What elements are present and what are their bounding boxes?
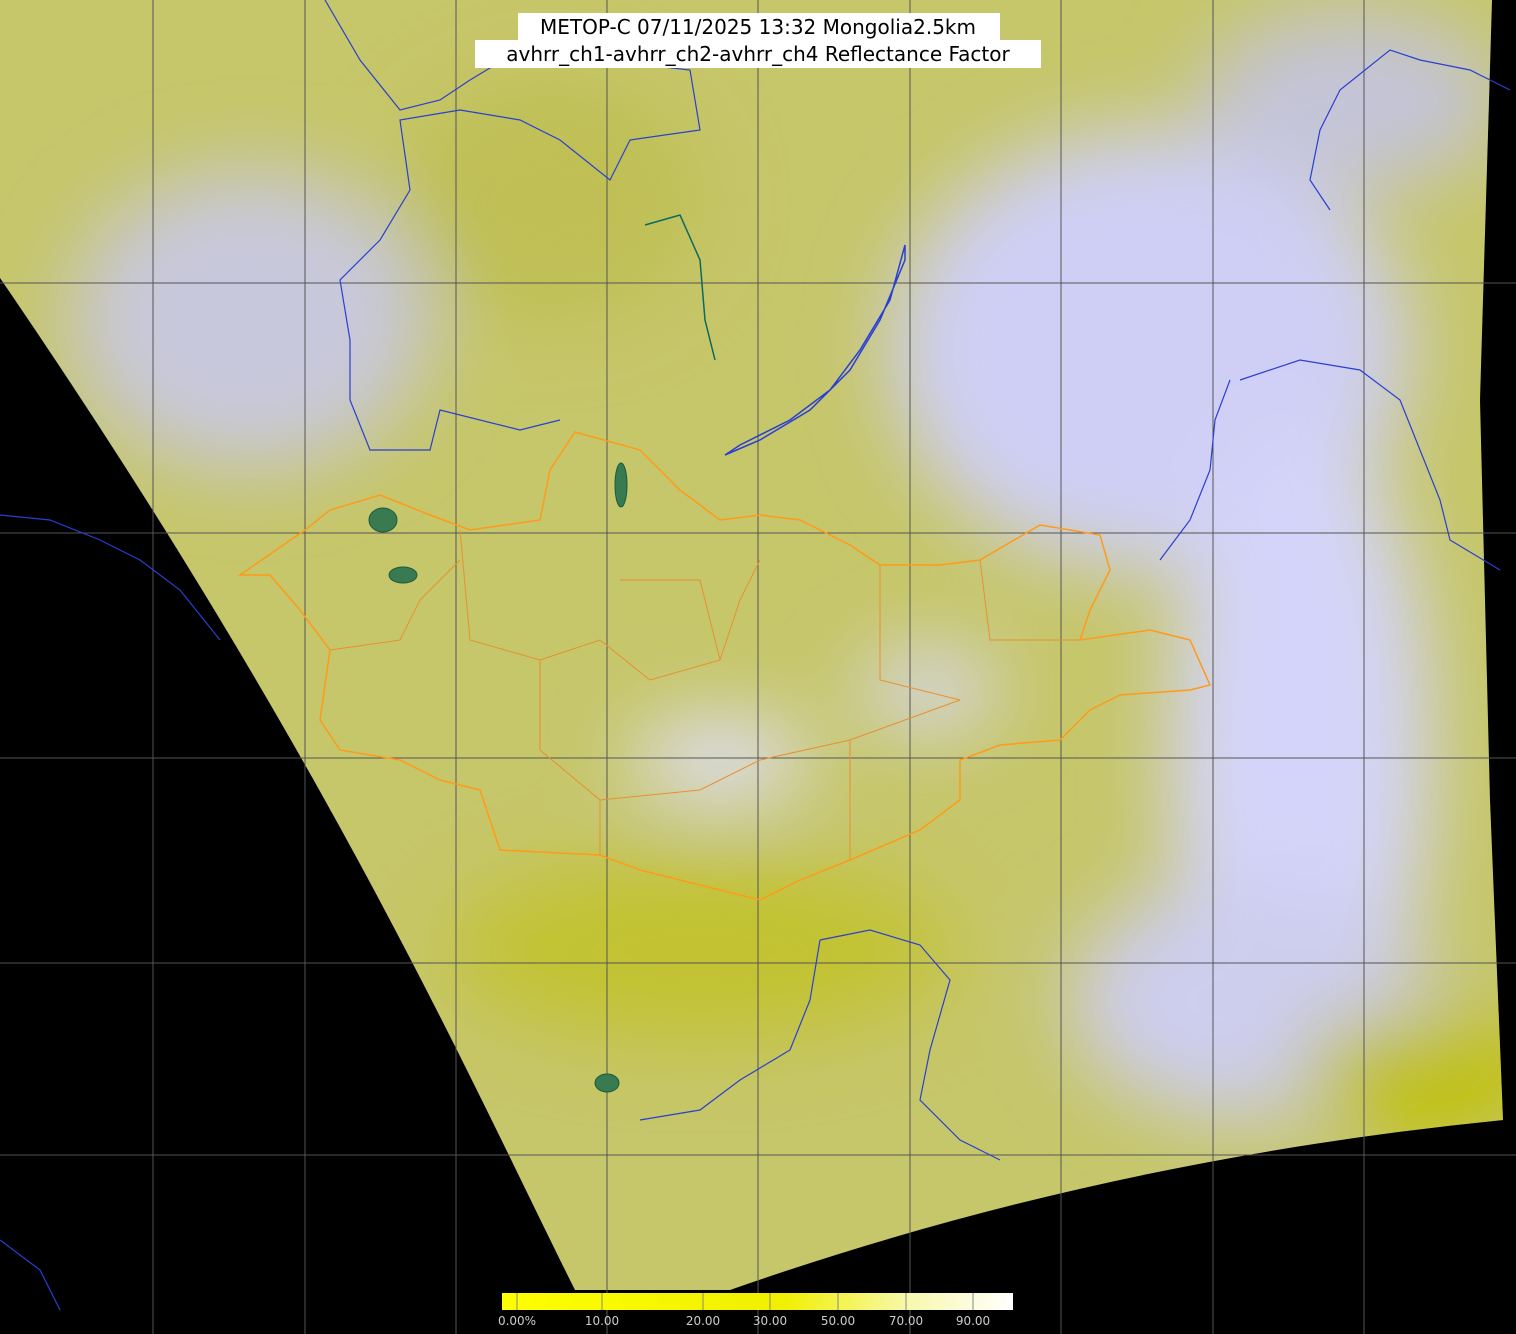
province-border	[329, 559, 721, 661]
border	[0, 1239, 61, 1311]
lakes	[368, 462, 628, 1093]
province-borders	[329, 529, 1080, 860]
border	[1159, 379, 1231, 561]
title-line: METOP-C 07/11/2025 13:32 Mongolia2.5km	[540, 15, 976, 39]
title-box	[518, 13, 1000, 40]
colorbar-label: 30.00	[753, 1314, 787, 1328]
lake-baikal	[724, 244, 906, 456]
colorbar-scale	[502, 1293, 1013, 1310]
subtitle-line: avhrr_ch1-avhrr_ch2-avhrr_ch4 Reflectanc…	[506, 42, 1010, 66]
river	[644, 214, 716, 361]
lake	[614, 462, 628, 508]
colorbar-label: 10.00	[585, 1314, 619, 1328]
colorbar: 0.00% 10.00 20.00 30.00 50.00 70.00 90.00	[498, 1293, 1013, 1328]
province-border	[599, 559, 1080, 860]
colorbar-label: 70.00	[889, 1314, 923, 1328]
colorbar-label: 0.00%	[498, 1314, 536, 1328]
border	[1309, 49, 1511, 211]
title-box	[475, 40, 1041, 68]
border	[639, 939, 821, 1121]
border	[819, 929, 1001, 1161]
province-border	[459, 529, 761, 681]
colorbar-label: 20.00	[686, 1314, 720, 1328]
mongolia-border	[237, 431, 1212, 901]
title-block: METOP-C 07/11/2025 13:32 Mongolia2.5km a…	[475, 13, 1041, 68]
border	[324, 0, 701, 451]
border	[1239, 359, 1501, 571]
country-borders	[0, 0, 1511, 1311]
lake	[388, 566, 418, 584]
clouds	[70, 10, 1503, 1130]
lake	[368, 507, 398, 533]
lake	[594, 1073, 620, 1093]
colorbar-label: 90.00	[956, 1314, 990, 1328]
border	[0, 514, 221, 641]
colorbar-label: 50.00	[821, 1314, 855, 1328]
